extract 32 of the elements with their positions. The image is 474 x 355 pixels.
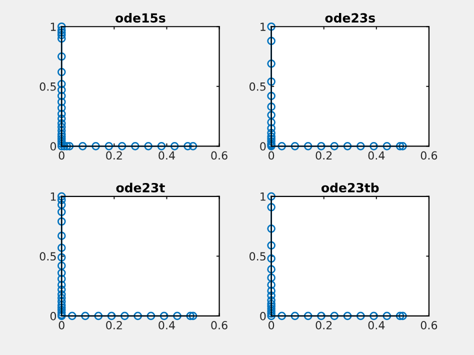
y-tick-label: 0 <box>260 142 266 151</box>
y-tick-label: 0 <box>260 312 266 320</box>
x-tick-label: 0.4 <box>158 151 175 160</box>
chart-title: ode23s <box>325 12 375 23</box>
x-tick-label: 0.4 <box>368 321 385 330</box>
x-tick-label: 0.6 <box>211 321 228 330</box>
x-tick-label: 0.4 <box>368 151 385 160</box>
x-tick-label: 0 <box>268 321 274 330</box>
chart-title: ode23tb <box>322 182 379 192</box>
x-tick-label: 0.6 <box>420 151 438 160</box>
y-tick-label: 1 <box>260 192 266 201</box>
y-tick-label: 0 <box>50 142 56 151</box>
y-tick-label: 0.5 <box>250 82 266 91</box>
x-tick-label: 0.2 <box>106 151 122 160</box>
x-tick-label: 0 <box>58 151 64 160</box>
x-tick-label: 0.4 <box>158 321 175 330</box>
y-tick-label: 0.5 <box>250 252 266 261</box>
x-tick-label: 0 <box>268 151 274 160</box>
x-tick-label: 0.6 <box>211 151 228 160</box>
chart-title: ode15s <box>116 12 166 23</box>
y-tick-label: 0.5 <box>40 252 56 261</box>
y-tick-label: 0.5 <box>40 82 56 91</box>
x-tick-label: 0.2 <box>106 321 122 330</box>
y-tick-label: 0 <box>50 312 56 320</box>
y-tick-label: 1 <box>260 22 266 31</box>
x-tick-label: 0.2 <box>316 151 332 160</box>
y-tick-label: 1 <box>50 192 56 201</box>
x-tick-label: 0.2 <box>316 321 332 330</box>
x-tick-label: 0.6 <box>420 321 438 330</box>
x-tick-label: 0 <box>58 321 64 330</box>
y-tick-label: 1 <box>50 22 56 31</box>
chart-title: ode23t <box>116 182 165 192</box>
